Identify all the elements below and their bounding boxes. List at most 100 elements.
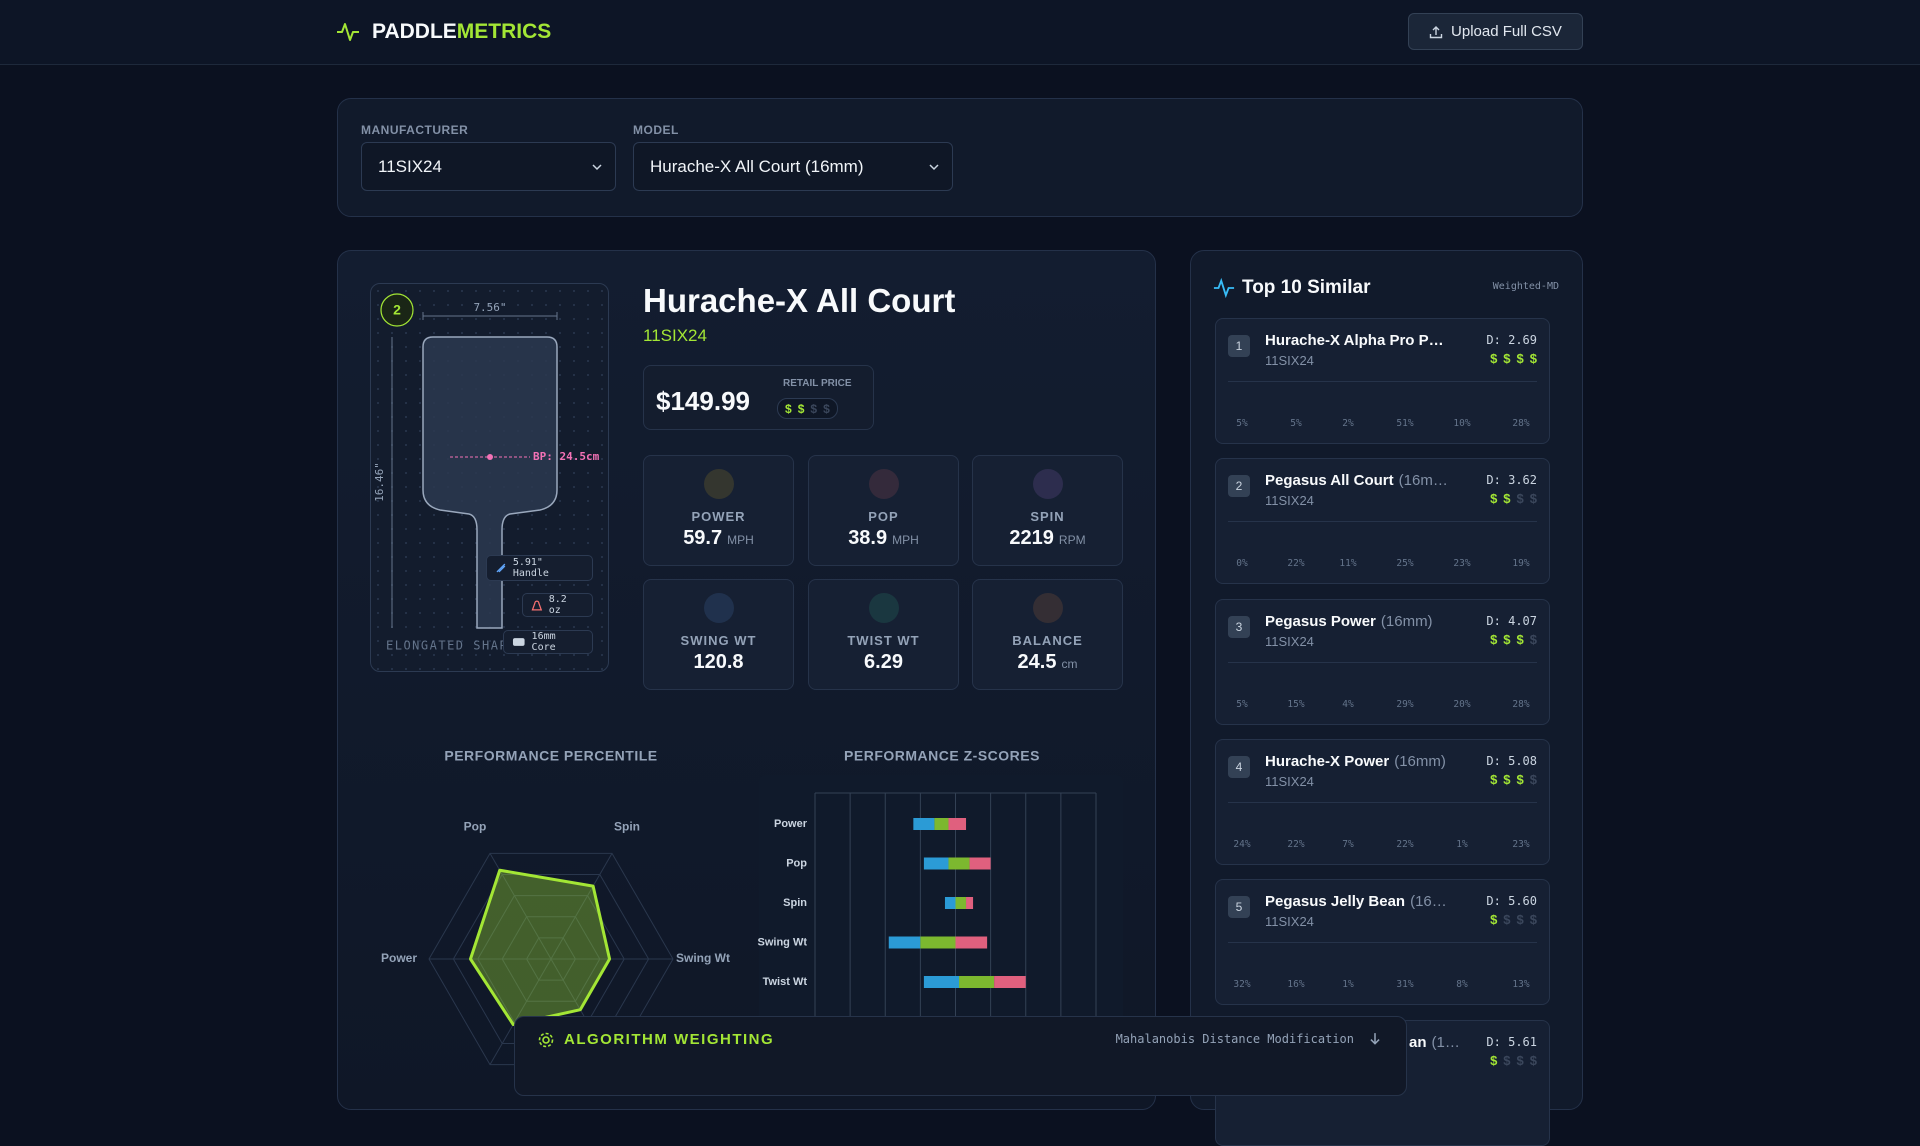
z-bar-segment <box>948 818 967 830</box>
z-bar-segment <box>923 976 960 988</box>
similar-item[interactable]: 1 Hurache-X Alpha Pro P… 11SIX24 D: 2.69 $ $ $… <box>1215 318 1550 444</box>
stat-label: TWIST WT <box>847 633 920 648</box>
stat-value: 38.9 <box>848 527 888 549</box>
stat-icon <box>1033 593 1063 623</box>
stat-value-row: 24.5 cm <box>973 651 1122 674</box>
manufacturer-label: MANUFACTURER <box>361 123 469 137</box>
model-select[interactable]: Hurache-X All Court (16mm) <box>633 142 953 191</box>
header: PADDLEMETRICS Upload Full CSV <box>0 0 1920 65</box>
item-brand: 11SIX24 <box>1265 914 1314 930</box>
item-name: Pegasus Power <box>1265 612 1376 630</box>
rank-badge: 2 <box>1228 475 1250 498</box>
stat-icon <box>869 593 899 623</box>
price-symbol: $ <box>1529 1052 1537 1068</box>
price-symbol: $ <box>1516 351 1524 366</box>
price-box: $149.99 RETAIL PRICE $ $ $ $ <box>643 365 874 430</box>
badge <box>380 293 414 327</box>
chevron <box>592 164 602 171</box>
radar-axis-label: Swing Wt <box>676 951 730 965</box>
width-label: 7.56" <box>473 301 506 314</box>
metric-change: 28% <box>1512 418 1530 429</box>
divider <box>1228 661 1537 663</box>
item-distance: D: 3.62 <box>1480 473 1537 488</box>
price-label: RETAIL PRICE <box>783 378 852 389</box>
rank-badge: 3 <box>1228 615 1250 638</box>
core-chip: 16mm Core <box>503 630 593 654</box>
similar-item[interactable]: 5 Pegasus Jelly Bean (16… 11SIX24 D: 5.60 $ $ $… <box>1215 879 1550 1006</box>
stat-icon <box>704 469 734 499</box>
metric-change: 51% <box>1396 418 1414 429</box>
item-brand: 11SIX24 <box>1265 633 1314 649</box>
divider <box>1228 381 1537 382</box>
metric-change: 16% <box>1287 979 1305 991</box>
item-price-tier: $ $ $ $ <box>1490 632 1537 647</box>
item-variant: (16m… <box>1398 472 1448 490</box>
stat-unit: MPH <box>727 533 754 547</box>
price-symbol: $ <box>823 401 830 416</box>
stat-unit: MPH <box>892 533 919 547</box>
chevron <box>929 164 939 171</box>
manufacturer-value: 11SIX24 <box>378 157 442 176</box>
similar-item[interactable]: 2 Pegasus All Court (16m… 11SIX24 D: 3.62 $ $ $… <box>1215 458 1550 585</box>
metric-change: 23% <box>1453 558 1471 570</box>
item-distance: D: 5.60 <box>1480 894 1537 909</box>
price-tier: $ $ $ $ <box>777 398 838 419</box>
z-bar-segment <box>934 818 949 830</box>
brand: PADDLEMETRICS <box>372 20 551 44</box>
item-name: Hurache-X Power <box>1265 752 1390 770</box>
stat-card: SWING WT 120.8 <box>643 579 794 690</box>
item-price-tier: $ $ $ $ <box>1490 351 1537 366</box>
item-price-tier: $ $ $ $ <box>1490 772 1537 787</box>
item-brand: 11SIX24 <box>1265 353 1314 368</box>
stat-value: 6.29 <box>864 651 903 673</box>
upload-button[interactable]: Upload Full CSV <box>1408 13 1583 50</box>
upload-label: Upload Full CSV <box>1451 23 1562 40</box>
paddle-name: Hurache-X All Court <box>643 282 956 319</box>
metric-change: 24% <box>1233 838 1251 850</box>
balance-point-label: BP: 24.5cm <box>533 450 600 463</box>
similar-item[interactable]: 3 Pegasus Power (16mm) 11SIX24 D: 4.07 $ $ $ $5%… <box>1215 598 1550 725</box>
handle-label: 5.91" Handle <box>512 557 549 579</box>
z-bar-segment <box>888 936 921 949</box>
price-symbol: $ <box>1503 912 1511 928</box>
stat-value: 120.8 <box>693 651 744 673</box>
similar-item[interactable]: 4 Hurache-X Power (16mm) 11SIX24 D: 5.08 $ $ $ $… <box>1215 738 1550 865</box>
stat-value: 2219 <box>1009 527 1054 549</box>
length-label: 16.46" <box>373 462 386 502</box>
stat-value-row: 120.8 <box>644 651 793 674</box>
metric-change: 5% <box>1236 698 1248 710</box>
similar-title: Top 10 Similar <box>1242 277 1371 298</box>
z-bar-segment <box>955 936 988 949</box>
stat-value: 24.5 <box>1017 651 1057 673</box>
metric-change: 15% <box>1287 698 1305 710</box>
z-bar-segment <box>955 897 967 909</box>
model-label: MODEL <box>633 123 679 137</box>
z-bar-segment <box>948 857 970 870</box>
price-symbol: $ <box>1503 351 1511 366</box>
z-bar-segment <box>959 976 995 988</box>
item-name: Hurache-X Alpha Pro P… <box>1265 332 1444 349</box>
price-symbol: $ <box>1490 1052 1498 1068</box>
metric-change: 23% <box>1512 838 1530 850</box>
metric-change: 2% <box>1342 418 1354 429</box>
price-symbol: $ <box>785 401 792 416</box>
zscore-title: PERFORMANCE Z-SCORES <box>844 748 1040 764</box>
chip-icon <box>531 600 543 611</box>
item-name: Pegasus Jelly Bean <box>1265 893 1406 911</box>
price-symbol: $ <box>1503 1052 1511 1068</box>
weighting-bar[interactable]: ALGORITHM WEIGHTING Mahalanobis Distance… <box>514 1016 1407 1096</box>
metric-change: 1% <box>1342 979 1354 991</box>
z-bar-segment <box>944 897 956 909</box>
similar-icon <box>1213 277 1235 299</box>
item-distance: D: 2.69 <box>1480 333 1537 347</box>
item-brand: 11SIX24 <box>1265 773 1314 789</box>
price-symbol: $ <box>797 401 805 416</box>
manufacturer-select[interactable]: 11SIX24 <box>361 142 616 191</box>
stat-card: BALANCE 24.5 cm <box>972 579 1123 690</box>
radar-area <box>468 868 612 1027</box>
metric-change: 28% <box>1512 698 1530 710</box>
radar-spoke <box>489 958 552 1065</box>
chip-icon <box>496 563 506 573</box>
price-symbol: $ <box>810 401 818 416</box>
